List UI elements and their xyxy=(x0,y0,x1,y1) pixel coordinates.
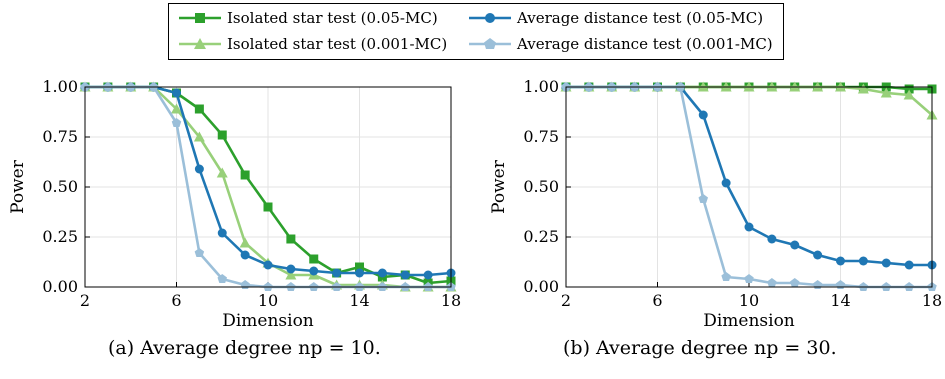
data-point xyxy=(217,130,227,140)
chart-legend: Isolated star test (0.05-MC) Average dis… xyxy=(168,3,784,60)
data-point xyxy=(286,234,296,244)
x-tick-label: 10 xyxy=(739,291,759,310)
data-point xyxy=(400,270,410,280)
caption-a: (a) Average degree np = 10. xyxy=(108,337,381,359)
legend-item-average-distance-005: Average distance test (0.05-MC) xyxy=(467,9,763,27)
data-point xyxy=(171,103,182,114)
data-point xyxy=(377,268,387,278)
data-point xyxy=(263,202,273,212)
legend-label: Average distance test (0.001-MC) xyxy=(517,35,773,53)
data-point xyxy=(239,237,251,248)
chart-panel-a: 2 6 10 14 18 0.00 0.25 0.50 0.75 1.00 Dimension Pow… xyxy=(8,77,461,331)
legend-marker-square-icon xyxy=(179,13,221,23)
data-point xyxy=(194,104,204,114)
data-point xyxy=(835,280,846,290)
y-tick-label: 1.00 xyxy=(523,77,559,96)
data-point xyxy=(790,240,800,250)
legend-label: Average distance test (0.05-MC) xyxy=(517,9,764,27)
y-tick-label: 0.00 xyxy=(42,277,78,296)
data-point xyxy=(309,254,319,264)
y-tick-label: 0.00 xyxy=(523,277,559,296)
x-tick-label: 18 xyxy=(441,291,461,310)
x-tick-label: 2 xyxy=(80,291,90,310)
data-point xyxy=(172,88,181,98)
data-point xyxy=(813,250,823,260)
data-point xyxy=(355,268,364,278)
data-point xyxy=(721,272,731,282)
plot-frame xyxy=(84,86,452,288)
data-point xyxy=(240,280,250,290)
data-point xyxy=(286,264,296,274)
legend-label: Isolated star test (0.05-MC) xyxy=(227,9,438,27)
legend-marker-pentagon-icon xyxy=(469,38,511,49)
data-point xyxy=(858,256,868,266)
legend-item-isolated-star-005: Isolated star test (0.05-MC) xyxy=(177,9,438,27)
data-point xyxy=(744,222,754,232)
data-point xyxy=(355,262,364,272)
y-tick-label: 0.25 xyxy=(42,227,78,246)
data-point xyxy=(721,178,731,188)
x-axis-label: Dimension xyxy=(222,311,314,331)
y-axis-label: Power xyxy=(489,159,509,214)
y-tick-label: 0.50 xyxy=(42,177,78,196)
data-point xyxy=(904,84,914,94)
legend-item-isolated-star-0001: Isolated star test (0.001-MC) xyxy=(177,35,447,53)
data-point xyxy=(767,278,777,288)
data-point xyxy=(881,258,891,268)
data-point xyxy=(423,270,433,280)
data-point xyxy=(240,250,250,260)
x-tick-label: 14 xyxy=(830,291,850,310)
data-point xyxy=(193,131,205,142)
chart-panel-b: 2 6 10 14 18 0.00 0.25 0.50 0.75 1.00 Dimension Pow… xyxy=(489,77,942,331)
x-tick-label: 10 xyxy=(258,291,278,310)
data-point xyxy=(904,260,914,270)
data-point xyxy=(217,228,227,238)
data-point xyxy=(698,194,709,204)
x-tick-label: 14 xyxy=(349,291,369,310)
y-tick-label: 1.00 xyxy=(42,77,78,96)
data-point xyxy=(216,167,228,178)
y-tick-label: 0.50 xyxy=(523,177,559,196)
legend-marker-circle-icon xyxy=(469,13,511,23)
data-point xyxy=(217,274,228,284)
y-tick-label: 0.75 xyxy=(42,127,78,146)
y-tick-label: 0.25 xyxy=(523,227,559,246)
data-point xyxy=(789,278,800,288)
x-tick-label: 6 xyxy=(171,291,181,310)
legend-marker-triangle-icon xyxy=(179,38,221,49)
y-axis-label: Power xyxy=(8,159,28,214)
data-point xyxy=(836,256,845,266)
legend-label: Isolated star test (0.001-MC) xyxy=(227,35,448,53)
data-point xyxy=(240,170,250,180)
data-point xyxy=(194,248,205,258)
data-point xyxy=(857,83,869,94)
data-point xyxy=(767,234,777,244)
data-point xyxy=(812,280,823,290)
data-point xyxy=(171,118,182,128)
x-axis-label: Dimension xyxy=(703,311,795,331)
data-point xyxy=(903,89,915,100)
data-point xyxy=(285,269,297,280)
data-point xyxy=(194,164,204,174)
plot-frame xyxy=(565,86,933,288)
data-point xyxy=(880,87,892,98)
x-tick-label: 18 xyxy=(922,291,942,310)
data-point xyxy=(744,274,754,284)
caption-b: (b) Average degree np = 30. xyxy=(563,337,837,359)
legend-item-average-distance-0001: Average distance test (0.001-MC) xyxy=(467,35,773,53)
y-tick-label: 0.75 xyxy=(523,127,559,146)
data-point xyxy=(309,266,319,276)
data-point xyxy=(698,110,708,120)
x-tick-label: 2 xyxy=(561,291,571,310)
data-point xyxy=(263,260,273,270)
data-point xyxy=(332,268,342,278)
x-tick-label: 6 xyxy=(652,291,662,310)
